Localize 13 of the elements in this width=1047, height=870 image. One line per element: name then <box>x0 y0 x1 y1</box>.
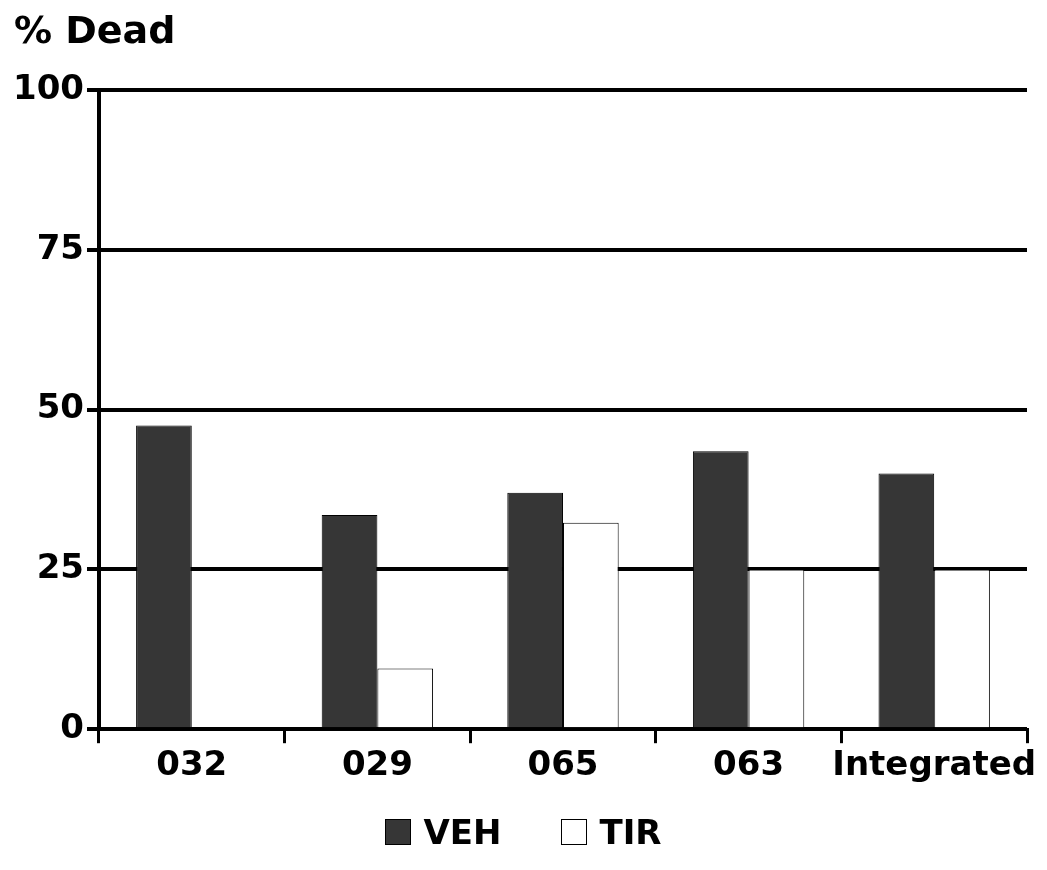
y-tick-label: 0 <box>60 706 84 747</box>
x-tick-label: Integrated <box>832 743 1037 784</box>
x-tick-label: 032 <box>156 743 228 784</box>
legend-label: VEH <box>423 812 502 852</box>
x-tick-label: 065 <box>527 743 599 784</box>
x-tick-label: 063 <box>713 743 785 784</box>
y-tick-label: 50 <box>36 386 84 427</box>
y-tick-label: 75 <box>36 226 84 267</box>
y-axis-title: % Dead <box>14 8 176 52</box>
y-tick-label: 25 <box>36 546 84 587</box>
y-tick-label: 100 <box>12 66 84 107</box>
text: TIR <box>599 812 662 852</box>
x-tick-label: 029 <box>341 743 413 784</box>
